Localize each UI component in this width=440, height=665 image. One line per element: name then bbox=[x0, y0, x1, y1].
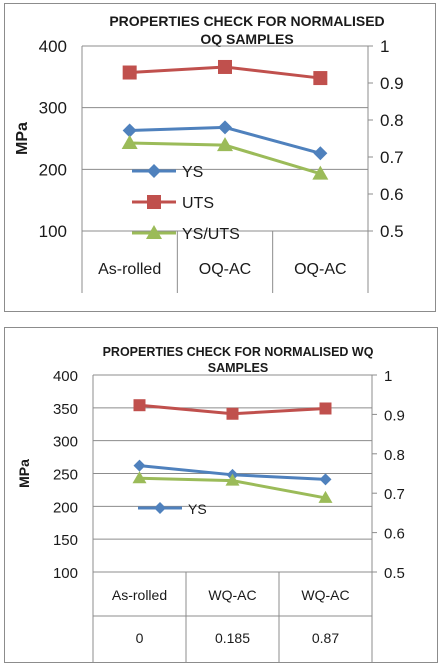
y2-tick-label: 0.9 bbox=[380, 74, 404, 93]
chart-oq: PROPERTIES CHECK FOR NORMALISED OQ SAMPLE… bbox=[14, 13, 404, 293]
data-point bbox=[121, 134, 138, 149]
chart-panel-oq: PROPERTIES CHECK FOR NORMALISED OQ SAMPLE… bbox=[4, 3, 436, 312]
y2-tick-label: 0.5 bbox=[380, 222, 404, 241]
y-axis-label: MPa bbox=[16, 459, 32, 488]
legend-entry: YS/UTS bbox=[182, 226, 240, 243]
data-point bbox=[313, 71, 328, 86]
data-point bbox=[225, 473, 240, 486]
y-tick-label: 300 bbox=[39, 99, 67, 118]
data-point bbox=[319, 402, 332, 415]
data-point bbox=[218, 59, 232, 74]
legend-swatch-marker bbox=[146, 225, 162, 239]
y-axis-label: MPa bbox=[14, 122, 31, 155]
y-tick-label: 400 bbox=[39, 37, 67, 56]
y2-tick-label: 0.6 bbox=[384, 526, 405, 543]
chart-title-line: PROPERTIES CHECK FOR NORMALISED bbox=[109, 13, 384, 29]
y2-tick-label: 0.7 bbox=[380, 148, 404, 167]
y-tick-label: 400 bbox=[53, 368, 78, 385]
chart-title-line: OQ SAMPLES bbox=[200, 31, 293, 47]
x-tick-label: OQ-AC bbox=[199, 261, 251, 278]
y2-tick-label: 1 bbox=[380, 37, 389, 56]
legend-swatch-marker bbox=[154, 502, 166, 514]
y-tick-label: 200 bbox=[53, 499, 78, 516]
y-tick-label: 100 bbox=[53, 565, 78, 582]
chart-panel-wq: PROPERTIES CHECK FOR NORMALISED WQ SAMPLE… bbox=[4, 327, 438, 663]
data-point bbox=[133, 399, 146, 412]
y2-tick-label: 0.8 bbox=[384, 447, 405, 464]
x-tick-label: As-rolled bbox=[112, 587, 167, 603]
legend-entry: UTS bbox=[182, 195, 214, 212]
data-point bbox=[313, 146, 328, 161]
legend-swatch-marker bbox=[147, 195, 161, 209]
y2-tick-label: 0.9 bbox=[384, 407, 405, 424]
legend-swatch-marker bbox=[147, 164, 161, 178]
y2-tick-label: 0.8 bbox=[380, 111, 404, 130]
legend-entry: YS bbox=[182, 164, 203, 181]
y2-tick-label: 1 bbox=[384, 368, 392, 385]
data-point bbox=[218, 120, 232, 135]
legend-entry: YS bbox=[188, 501, 207, 517]
data-point bbox=[318, 490, 333, 503]
chart-title-line: SAMPLES bbox=[208, 361, 268, 375]
y-tick-label: 250 bbox=[53, 467, 78, 484]
data-point bbox=[133, 459, 146, 472]
data-point bbox=[132, 471, 147, 484]
table-row-value: 0 bbox=[136, 630, 144, 646]
data-point bbox=[217, 137, 233, 152]
y2-tick-label: 0.5 bbox=[384, 565, 405, 582]
data-point bbox=[226, 407, 239, 420]
y2-tick-label: 0.6 bbox=[380, 185, 404, 204]
data-point bbox=[122, 123, 137, 138]
y2-tick-label: 0.7 bbox=[384, 486, 405, 503]
x-tick-label: WQ-AC bbox=[208, 587, 256, 603]
x-tick-label: As-rolled bbox=[98, 261, 161, 278]
table-row-value: 0.87 bbox=[312, 630, 339, 646]
y-tick-label: 150 bbox=[53, 532, 78, 549]
y-tick-label: 300 bbox=[53, 434, 78, 451]
table-row-value: 0.185 bbox=[215, 630, 250, 646]
chart-wq: PROPERTIES CHECK FOR NORMALISED WQ SAMPLE… bbox=[16, 345, 405, 662]
x-tick-label: OQ-AC bbox=[294, 261, 346, 278]
y-tick-label: 200 bbox=[39, 160, 67, 179]
y-tick-label: 100 bbox=[39, 222, 67, 241]
data-point bbox=[312, 165, 329, 180]
x-tick-label: WQ-AC bbox=[301, 587, 349, 603]
chart-title-line: PROPERTIES CHECK FOR NORMALISED WQ bbox=[103, 345, 374, 359]
data-point bbox=[122, 65, 137, 80]
data-point bbox=[319, 473, 332, 486]
y-tick-label: 350 bbox=[53, 401, 78, 418]
